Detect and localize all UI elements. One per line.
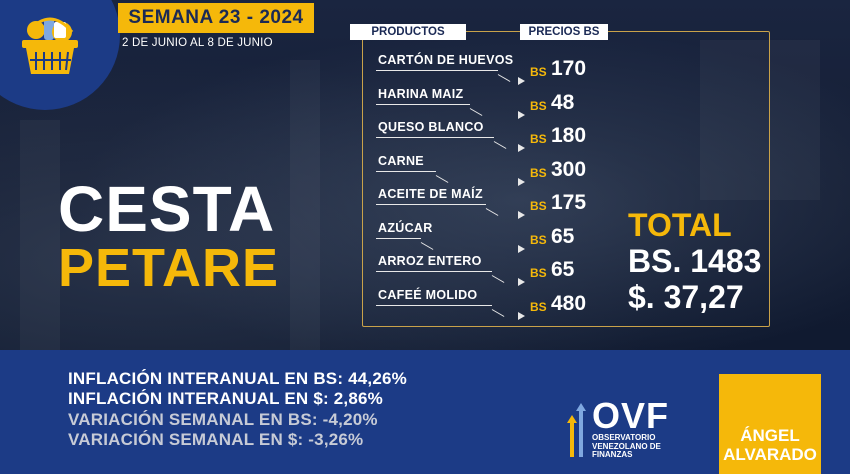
stats-panel <box>0 350 850 474</box>
arrow-icon <box>518 144 525 152</box>
product-leader-line <box>376 271 492 272</box>
title-petare: PETARE <box>58 238 280 298</box>
stat-weekly-usd: VARIACIÓN SEMANAL EN $: -3,26% <box>68 430 364 449</box>
ovf-subtitle-line: OBSERVATORIO <box>592 433 656 442</box>
author-first-name: ÁNGEL <box>740 426 800 445</box>
currency-tag: BS <box>530 266 547 280</box>
product-name: QUESO BLANCO <box>378 120 484 134</box>
ovf-logo-text: OVF <box>592 395 670 436</box>
currency-tag: BS <box>530 199 547 213</box>
product-name: HARINA MAIZ <box>378 86 464 101</box>
product-price: 180 <box>551 124 587 147</box>
arrow-icon <box>518 110 525 119</box>
stat-inflation-bs: INFLACIÓN INTERANUAL EN BS: 44,26% <box>68 369 407 388</box>
ovf-arrows-icon <box>567 403 586 457</box>
arrow-icon <box>518 278 525 286</box>
currency-tag: BS <box>530 65 547 79</box>
arrow-icon <box>518 244 525 253</box>
currency-tag: BS <box>530 299 547 314</box>
week-dates: 2 DE JUNIO AL 8 DE JUNIO <box>122 37 273 49</box>
stat-inflation-usd: INFLACIÓN INTERANUAL EN $: 2,86% <box>68 389 383 408</box>
background-shelf <box>700 40 820 200</box>
product-price: 175 <box>551 191 587 214</box>
total-usd: $. 37,27 <box>628 279 744 315</box>
arrow-icon <box>518 177 525 186</box>
product-name: AZÚCAR <box>378 220 433 235</box>
currency-tag: BS <box>530 232 547 247</box>
author-name: ÁNGEL ALVARADO <box>719 426 821 464</box>
arrow-icon <box>518 77 525 85</box>
product-price: 170 <box>551 57 587 80</box>
shopping-basket-icon <box>22 17 78 74</box>
currency-tag: BS <box>530 165 547 180</box>
product-leader-line <box>376 304 492 306</box>
background-column <box>290 60 320 350</box>
product-leader-line <box>376 137 494 138</box>
background-photo <box>0 0 850 350</box>
arrow-icon <box>518 211 525 219</box>
product-price: 480 <box>551 291 587 315</box>
product-leader-line <box>376 70 498 71</box>
ovf-subtitle-line: FINANZAS <box>592 450 633 459</box>
total-bs: BS. 1483 <box>628 243 762 279</box>
product-name: ARROZ ENTERO <box>378 254 482 268</box>
product-price: 65 <box>551 224 575 248</box>
product-price: 300 <box>551 157 587 181</box>
prices-header: PRECIOS BS <box>520 24 608 40</box>
author-last-name: ALVARADO <box>723 445 817 464</box>
products-header: PRODUCTOS <box>350 24 466 40</box>
ovf-subtitle-line: VENEZOLANO DE <box>592 441 661 451</box>
product-price: 65 <box>551 258 575 281</box>
currency-tag: BS <box>530 98 547 113</box>
product-name: ACEITE DE MAÍZ <box>378 187 483 201</box>
product-name: CARTÓN DE HUEVOS <box>378 53 514 67</box>
title-cesta: CESTA <box>58 173 276 245</box>
product-leader-line <box>376 103 470 105</box>
total-label: TOTAL <box>628 207 732 243</box>
product-leader-line <box>376 170 436 172</box>
product-price: 48 <box>551 90 575 114</box>
product-name: CAFEÉ MOLIDO <box>378 287 478 302</box>
stat-weekly-bs: VARIACIÓN SEMANAL EN BS: -4,20% <box>68 410 378 429</box>
week-banner: SEMANA 23 - 2024 <box>118 3 314 33</box>
product-name: CARNE <box>378 153 424 168</box>
currency-tag: BS <box>530 132 547 146</box>
background-column <box>20 120 60 350</box>
author-box <box>719 374 821 474</box>
product-leader-line <box>376 204 486 205</box>
ovf-logo-subtitle: OBSERVATORIO VENEZOLANO DE FINANZAS <box>592 433 692 460</box>
arrow-icon <box>518 311 525 320</box>
product-leader-line <box>376 237 421 239</box>
